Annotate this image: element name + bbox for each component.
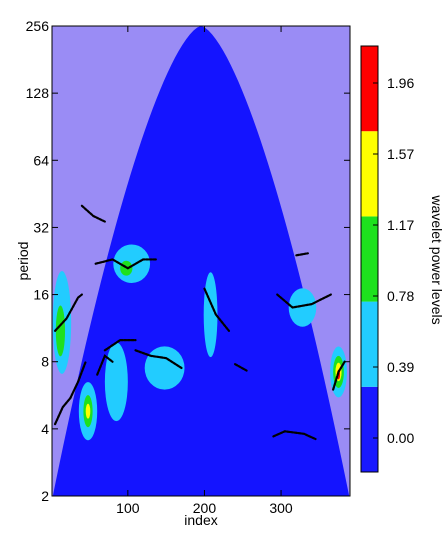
y-tick-label: 8 xyxy=(41,354,49,370)
colorbar-tick-label: 0.39 xyxy=(387,359,414,375)
y-axis: 2 4 8 16 32 64 128 256 xyxy=(26,18,350,504)
power-region-level-2 xyxy=(55,305,66,357)
power-region-level-1 xyxy=(288,288,317,327)
y-tick-label: 4 xyxy=(41,421,49,437)
ridge-line xyxy=(332,360,346,391)
colorbar-segment xyxy=(361,386,378,472)
x-tick-label: 200 xyxy=(193,500,217,516)
ridge-line xyxy=(103,339,137,352)
power-region-level-1 xyxy=(144,346,185,390)
ridge-line xyxy=(53,293,83,332)
ridge-line xyxy=(94,258,159,270)
ridge-line xyxy=(295,252,309,257)
colorbar-segment xyxy=(361,301,378,387)
colorbar: 0.00 0.39 0.78 1.17 1.57 1.96 xyxy=(360,45,414,473)
ridge-line xyxy=(276,293,332,309)
y-tick-label: 16 xyxy=(33,287,49,303)
x-axis-label: index xyxy=(184,512,217,528)
y-tick-label: 2 xyxy=(41,488,49,504)
ridge-line xyxy=(272,430,317,441)
colorbar-segment xyxy=(361,216,378,302)
ridge-line xyxy=(203,287,231,332)
x-tick-label: 100 xyxy=(116,500,140,516)
y-tick-label: 64 xyxy=(33,152,49,168)
y-axis-label: period xyxy=(15,242,31,281)
y-tick-label: 256 xyxy=(26,18,50,34)
ridge-line xyxy=(53,360,87,426)
colorbar-tick-label: 0.00 xyxy=(387,430,414,446)
ridge-line xyxy=(233,363,248,372)
x-tick-label: 300 xyxy=(269,500,293,516)
x-axis: 100 200 300 xyxy=(116,26,293,516)
colorbar-tick-label: 1.57 xyxy=(387,146,414,162)
colorbar-segment xyxy=(361,131,378,217)
plot-frame xyxy=(51,25,351,497)
colorbar-segment xyxy=(361,46,378,132)
colorbar-label: wavelet power levels xyxy=(429,194,445,324)
colorbar-tick-label: 1.96 xyxy=(387,75,414,91)
power-region-level-3 xyxy=(85,403,91,419)
plot-content xyxy=(52,26,350,496)
ridge-line xyxy=(96,354,114,376)
ridge-line xyxy=(134,349,183,370)
ridge-line xyxy=(80,204,106,223)
cone-of-influence xyxy=(52,26,350,496)
y-tick-label: 32 xyxy=(33,219,49,235)
y-tick-label: 128 xyxy=(26,85,50,101)
colorbar-tick-label: 0.78 xyxy=(387,288,414,304)
colorbar-tick-label: 1.17 xyxy=(387,217,414,233)
power-region-level-1 xyxy=(104,342,128,422)
plot-area xyxy=(51,25,351,497)
colorbar-frame xyxy=(360,45,379,473)
